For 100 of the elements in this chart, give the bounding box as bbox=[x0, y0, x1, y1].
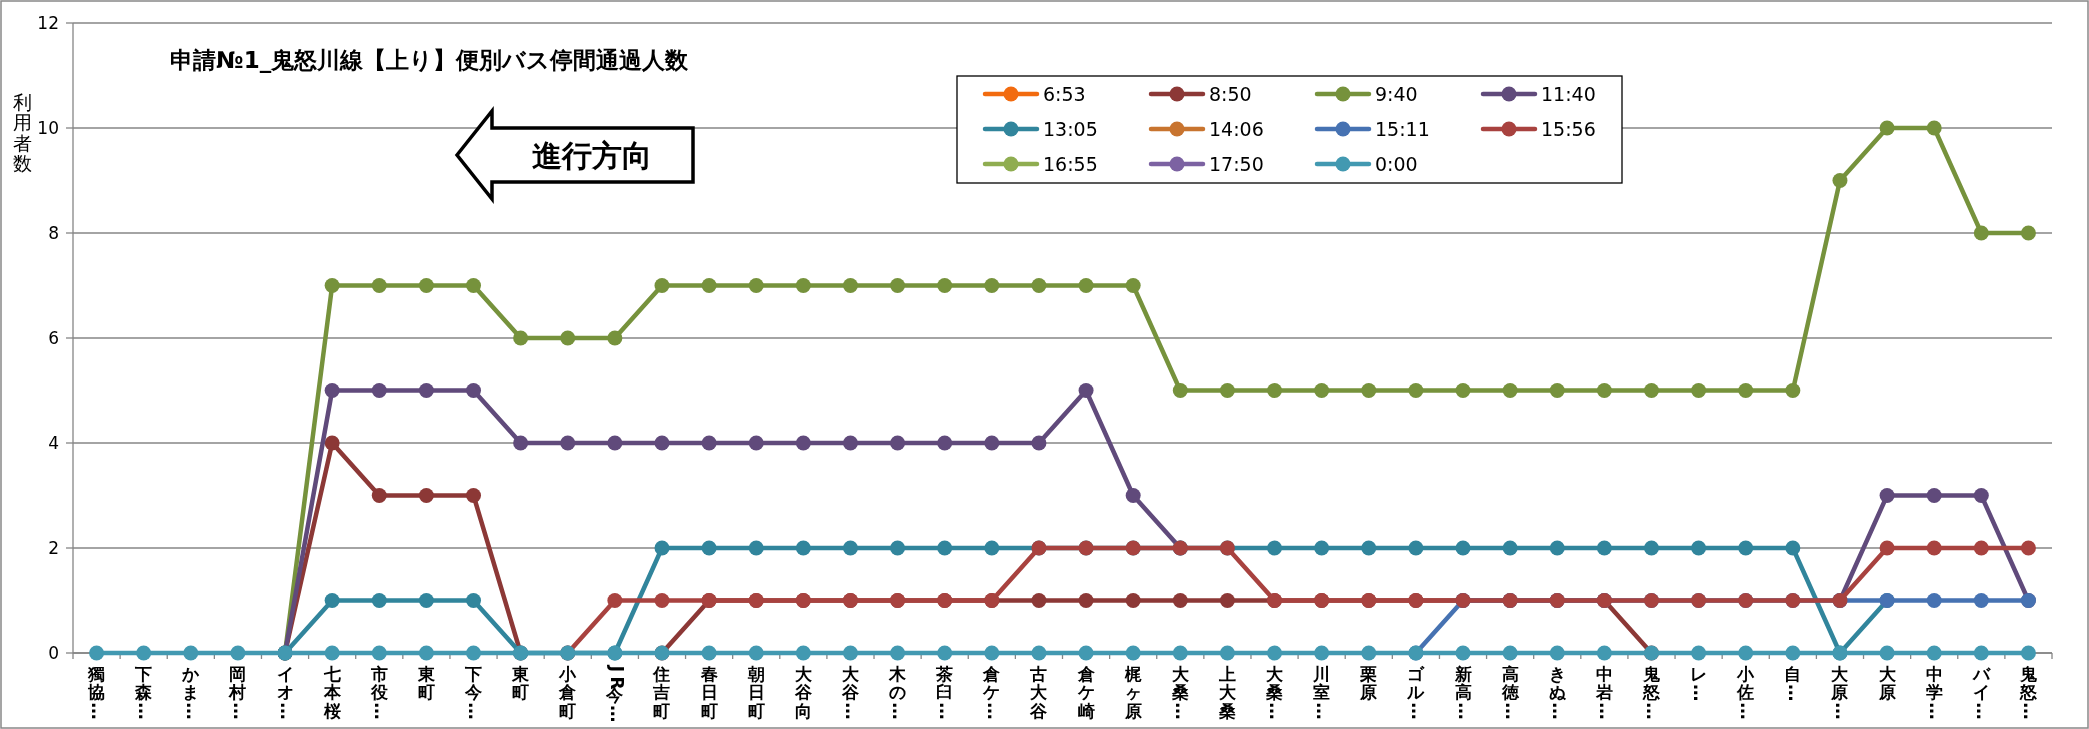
x-tick-label: 倉ケ崎 bbox=[1076, 663, 1096, 721]
point bbox=[1643, 383, 1659, 398]
point bbox=[1502, 540, 1518, 556]
point bbox=[2020, 225, 2036, 241]
y-tick-label: 10 bbox=[37, 118, 59, 138]
y-tick-label: 8 bbox=[48, 223, 59, 243]
point bbox=[371, 383, 387, 398]
point bbox=[1926, 488, 1942, 503]
x-tick-label: イオ… bbox=[276, 663, 297, 720]
point bbox=[607, 330, 623, 346]
point bbox=[371, 488, 387, 503]
point bbox=[1455, 383, 1471, 398]
y-tick-label: 12 bbox=[37, 13, 59, 33]
x-tick-label: 住吉町 bbox=[652, 663, 671, 721]
x-tick-label: バイ… bbox=[1971, 663, 1994, 720]
point bbox=[1785, 540, 1801, 556]
point bbox=[2020, 645, 2036, 661]
point bbox=[560, 330, 576, 346]
point bbox=[1926, 645, 1942, 661]
legend-label: 9:40 bbox=[1375, 83, 1418, 105]
point bbox=[1691, 540, 1707, 556]
x-tick-label: 中学… bbox=[1925, 663, 1946, 720]
point bbox=[89, 645, 105, 661]
x-tick-label: 上大桑 bbox=[1217, 663, 1237, 721]
point bbox=[371, 645, 387, 661]
x-tick-label: 獨協… bbox=[87, 663, 109, 720]
point bbox=[1031, 593, 1047, 608]
point bbox=[748, 435, 764, 451]
point bbox=[984, 435, 1000, 451]
point bbox=[1031, 435, 1047, 451]
x-tick-label: 大桑… bbox=[1265, 663, 1287, 720]
x-tick-label: 小倉町 bbox=[558, 663, 578, 721]
point bbox=[748, 645, 764, 661]
legend-label: 0:00 bbox=[1375, 153, 1418, 175]
point bbox=[1361, 383, 1377, 398]
point bbox=[560, 435, 576, 451]
point bbox=[1314, 645, 1330, 661]
point bbox=[2020, 540, 2036, 556]
point bbox=[1879, 645, 1895, 661]
point bbox=[1738, 540, 1754, 556]
point bbox=[937, 278, 953, 293]
x-tick-label: 小佐… bbox=[1736, 663, 1758, 720]
point bbox=[1078, 278, 1094, 293]
x-tick-label: 古大谷 bbox=[1029, 663, 1049, 721]
point bbox=[466, 593, 482, 608]
point bbox=[842, 645, 858, 661]
x-tick-label: 大桑… bbox=[1170, 663, 1193, 720]
point bbox=[890, 435, 906, 451]
point bbox=[890, 278, 906, 293]
point bbox=[1643, 540, 1659, 556]
point bbox=[1078, 383, 1094, 398]
x-tick-label: 大原 bbox=[1877, 663, 1897, 703]
x-tick-label: 鬼怒… bbox=[2018, 663, 2041, 720]
point bbox=[937, 645, 953, 661]
point bbox=[1267, 383, 1283, 398]
point bbox=[513, 435, 529, 451]
x-tick-label: 春日町 bbox=[699, 663, 718, 721]
point bbox=[984, 540, 1000, 556]
x-tick-label: 鬼怒… bbox=[1641, 663, 1664, 720]
point bbox=[1078, 645, 1094, 661]
point bbox=[984, 645, 1000, 661]
legend-label: 15:56 bbox=[1541, 118, 1596, 140]
point bbox=[748, 540, 764, 556]
point bbox=[701, 540, 717, 556]
point bbox=[1455, 540, 1471, 556]
point bbox=[418, 488, 434, 503]
point bbox=[1125, 645, 1141, 661]
x-tick-label: 岡村… bbox=[228, 663, 250, 720]
x-tick-label: JR今… bbox=[605, 664, 627, 723]
point bbox=[842, 435, 858, 451]
point bbox=[1267, 645, 1283, 661]
x-tick-label: 大原… bbox=[1830, 663, 1852, 720]
x-tick-label: 自… bbox=[1784, 663, 1805, 702]
point bbox=[607, 435, 623, 451]
point bbox=[1691, 645, 1707, 661]
x-tick-label: 七本桜 bbox=[322, 663, 342, 721]
point bbox=[1078, 593, 1094, 608]
point bbox=[371, 278, 387, 293]
point bbox=[183, 645, 199, 661]
point bbox=[1502, 645, 1518, 661]
point bbox=[324, 383, 340, 398]
x-tick-label: 下今… bbox=[464, 663, 486, 720]
x-tick-label: 栗原 bbox=[1359, 663, 1378, 703]
point bbox=[654, 593, 670, 608]
point bbox=[1172, 645, 1188, 661]
point bbox=[1172, 593, 1188, 608]
point bbox=[136, 645, 152, 661]
point bbox=[984, 278, 1000, 293]
point bbox=[701, 435, 717, 451]
point bbox=[1973, 645, 1989, 661]
point bbox=[1549, 540, 1565, 556]
point bbox=[1785, 645, 1801, 661]
point bbox=[654, 540, 670, 556]
point bbox=[1125, 278, 1141, 293]
point bbox=[1031, 645, 1047, 661]
point bbox=[654, 435, 670, 451]
point bbox=[1125, 488, 1141, 503]
point bbox=[1973, 540, 1989, 556]
y-axis-title: 利用者数 bbox=[12, 90, 32, 175]
point bbox=[1785, 383, 1801, 398]
